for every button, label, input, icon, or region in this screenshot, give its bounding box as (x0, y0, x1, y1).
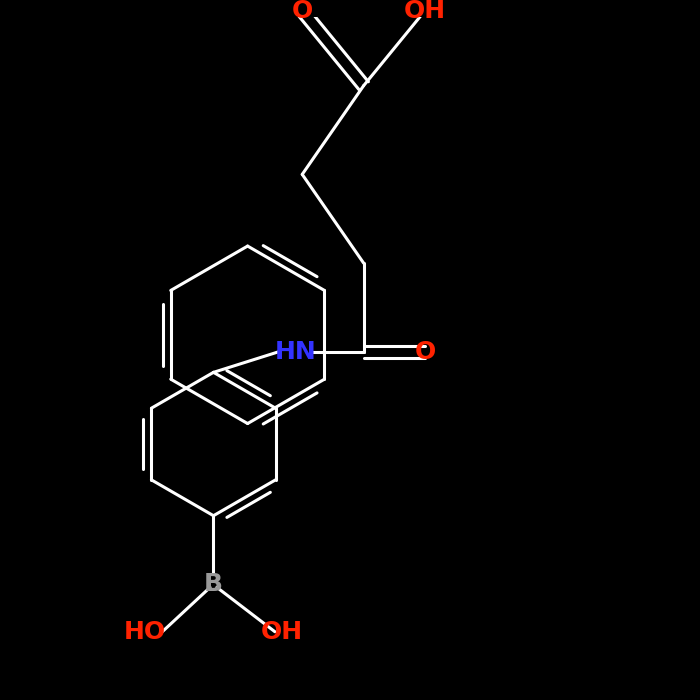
Text: OH: OH (404, 0, 446, 22)
Text: O: O (292, 0, 313, 22)
Text: OH: OH (260, 620, 303, 644)
Text: HO: HO (124, 620, 167, 644)
Text: HN: HN (274, 340, 316, 364)
Text: B: B (204, 572, 223, 596)
Text: O: O (414, 340, 435, 364)
